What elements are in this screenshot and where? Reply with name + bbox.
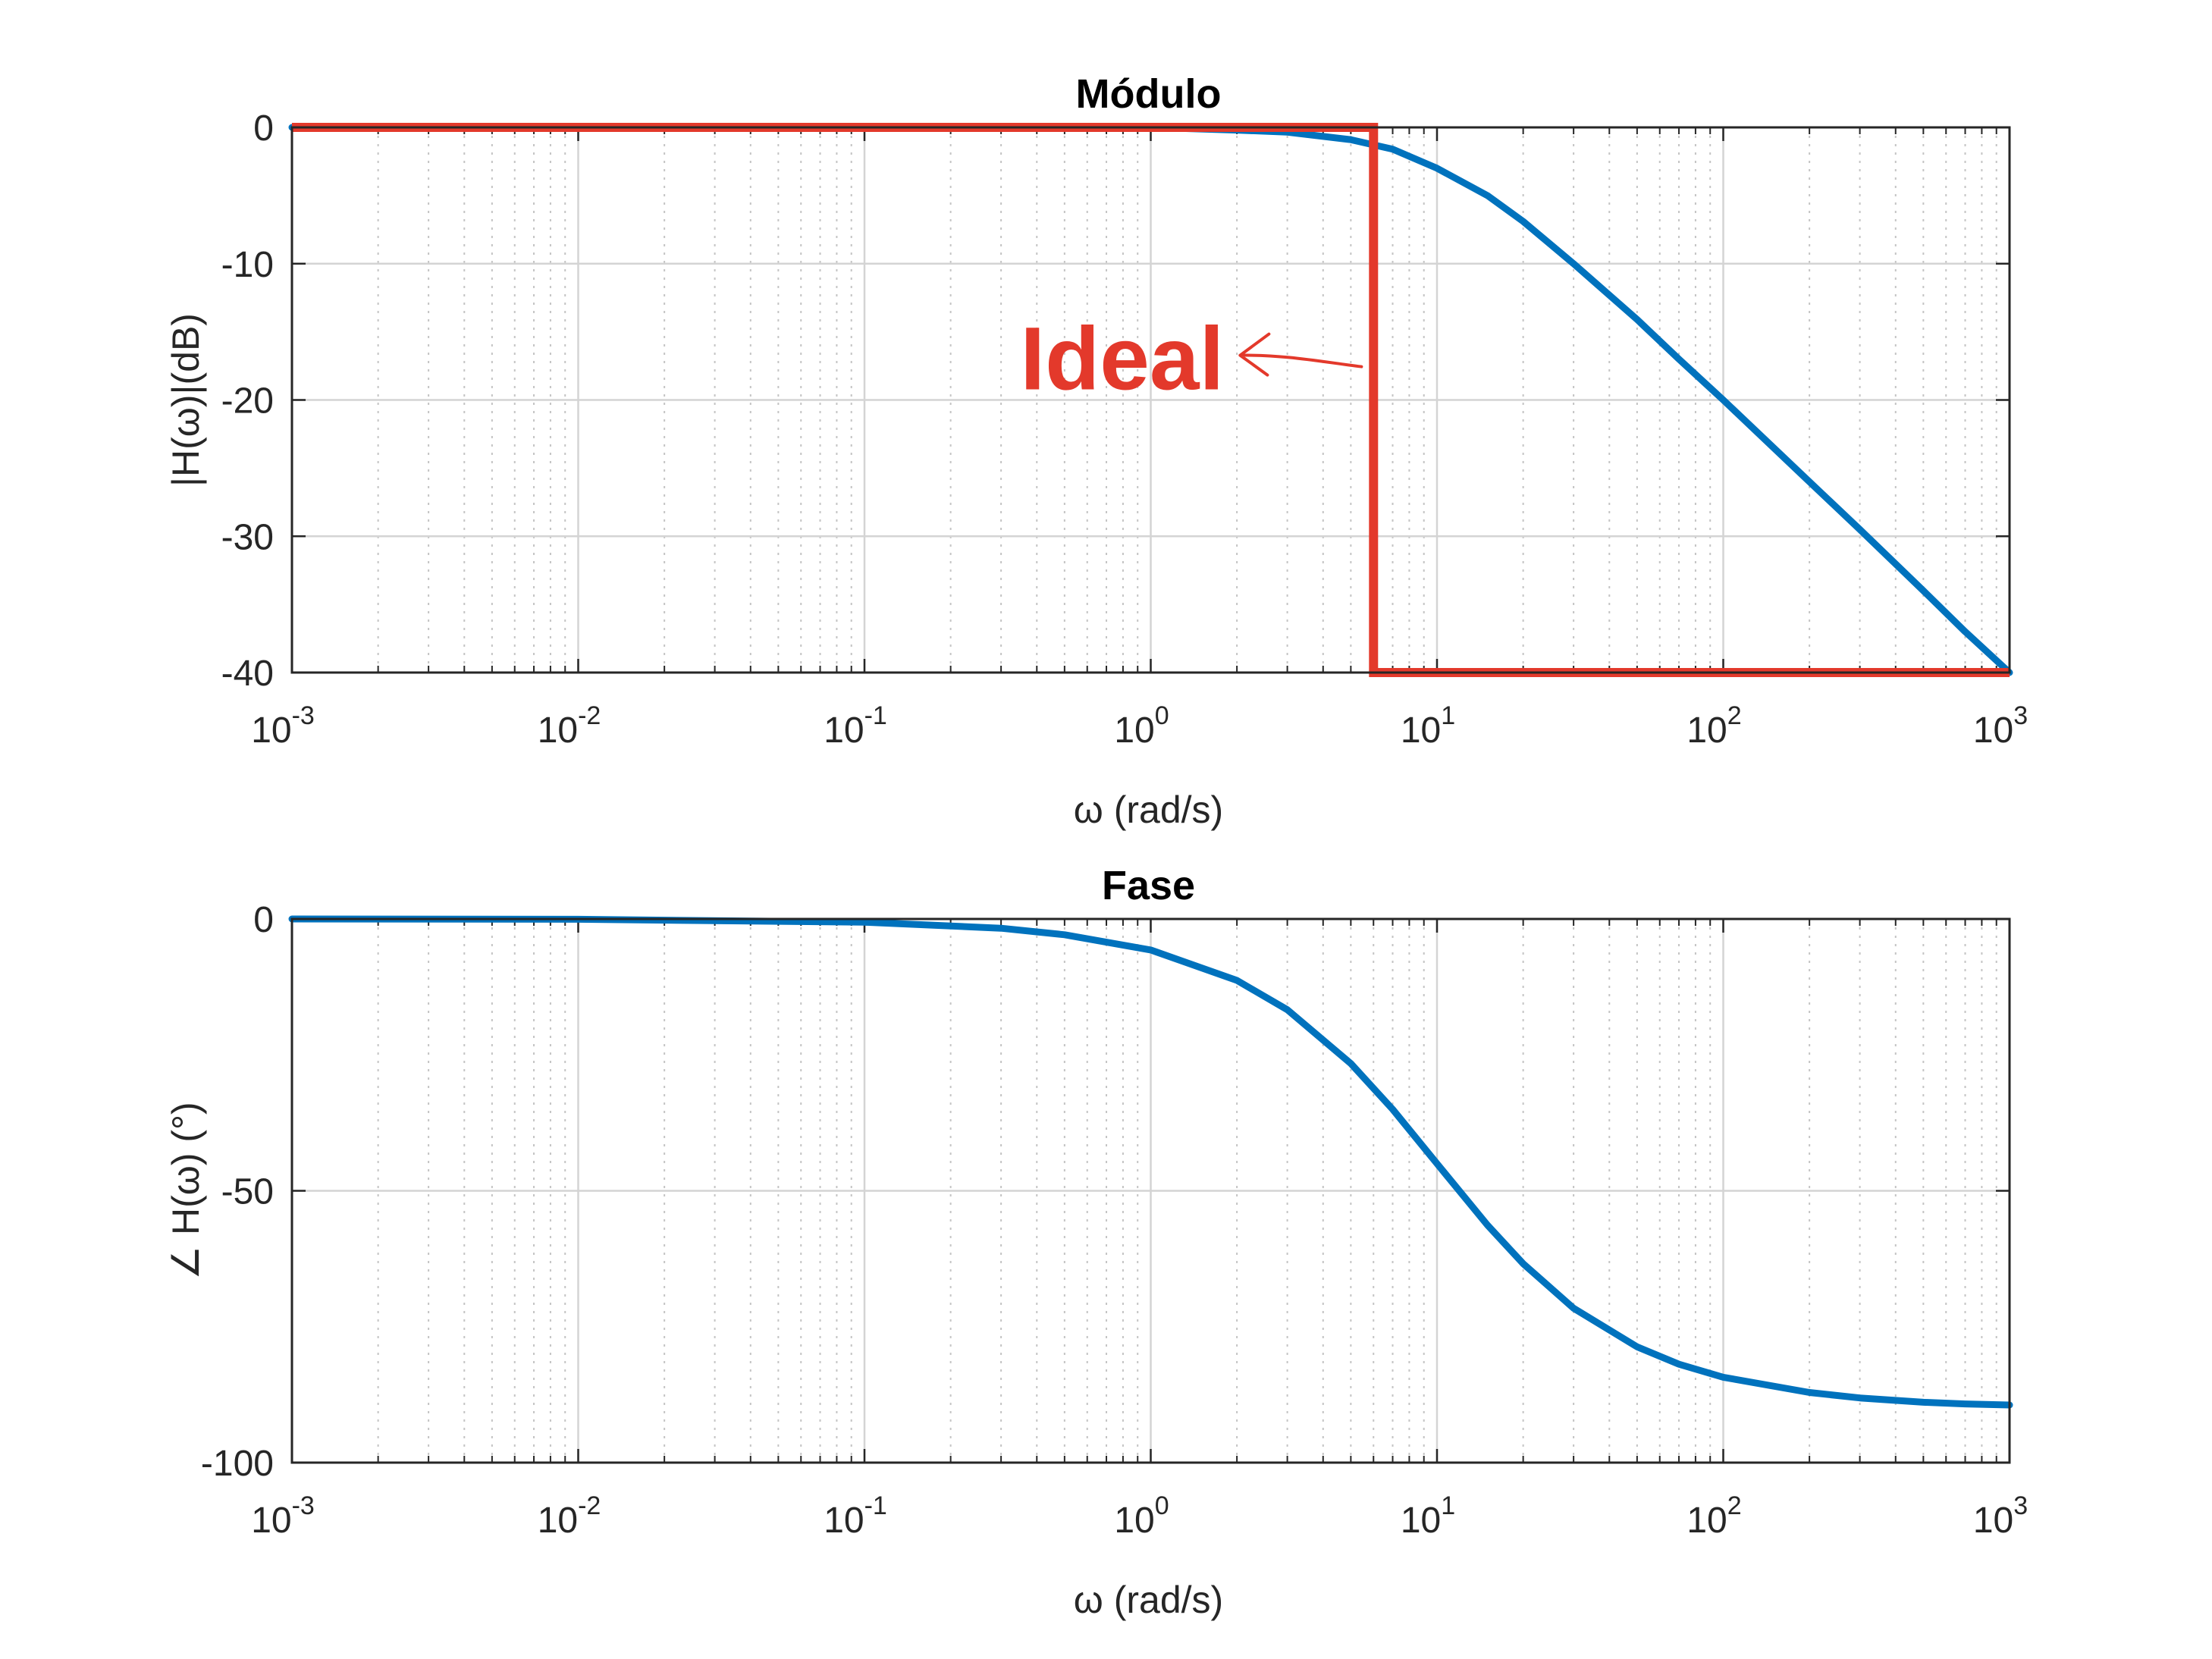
phase-title: Fase [1102,863,1195,908]
y-tick-label: -100 [201,1444,274,1484]
x-tick-label-exponent: -1 [864,1491,887,1520]
x-tick-label-base: 10 [251,710,291,751]
x-tick-label: 103 [1973,701,2028,751]
ideal-annotation-label: Ideal [1020,309,1224,409]
y-tick-label: -50 [221,1172,274,1212]
x-tick-label-exponent: -3 [292,701,315,730]
x-tick-label-exponent: -2 [578,701,601,730]
magnitude-x-axis-label: ω (rad/s) [1074,789,1223,831]
x-tick-label-exponent: 0 [1155,701,1169,730]
x-tick-label: 10-2 [538,1491,601,1541]
x-tick-label-exponent: 3 [2013,701,2028,730]
x-tick-label-exponent: 3 [2013,1491,2028,1520]
x-tick-label-base: 10 [1686,1501,1727,1541]
x-tick-label-exponent: 2 [1727,1491,1742,1520]
magnitude-y-axis-label: |H(ω)|(dB) [165,313,207,487]
x-tick-label-base: 10 [251,1501,291,1541]
x-tick-label-exponent: 1 [1441,701,1455,730]
x-tick-label: 10-1 [824,1491,887,1541]
x-tick-label-base: 10 [1401,1501,1441,1541]
y-tick-label: -30 [221,517,274,557]
axes-box [290,917,2011,1464]
x-tick-label: 10-3 [251,701,315,751]
x-tick-label: 10-2 [538,701,601,751]
y-tick-label: -10 [221,245,274,285]
x-tick-label-base: 10 [1973,1501,2013,1541]
ideal-annotation-arrow [1238,332,1363,377]
x-tick-label-base: 10 [1973,710,2013,751]
y-tick-label: -40 [221,654,274,694]
x-tick-label-exponent: -3 [292,1491,315,1520]
x-tick-label: 102 [1686,701,1741,751]
x-tick-label-base: 10 [1686,710,1727,751]
x-tick-label-base: 10 [824,1501,864,1541]
y-tick-label: -20 [221,381,274,422]
x-tick-label-base: 10 [538,710,578,751]
x-tick-label-base: 10 [824,710,864,751]
x-tick-label-base: 10 [1114,1501,1154,1541]
x-tick-label-exponent: 0 [1155,1491,1169,1520]
phase-x-axis-label: ω (rad/s) [1074,1579,1223,1621]
x-tick-label: 101 [1401,1491,1455,1541]
axes-box [290,126,2011,674]
magnitude-title: Módulo [1076,71,1222,117]
x-tick-label: 100 [1114,701,1169,751]
x-tick-label: 10-3 [251,1491,315,1541]
x-tick-label-exponent: -1 [864,701,887,730]
x-tick-label-base: 10 [1114,710,1154,751]
x-tick-label: 10-1 [824,701,887,751]
x-tick-label: 102 [1686,1491,1741,1541]
x-tick-label-exponent: -2 [578,1491,601,1520]
x-tick-label-exponent: 1 [1441,1491,1455,1520]
x-tick-label-base: 10 [538,1501,578,1541]
phase-curve [288,915,2013,1409]
x-tick-label-base: 10 [1401,710,1441,751]
y-tick-label: 0 [253,108,274,149]
x-tick-label-exponent: 2 [1727,701,1742,730]
x-tick-label: 100 [1114,1491,1169,1541]
phase-y-axis-label: ∠ H(ω) (°) [165,1102,207,1279]
x-tick-label: 103 [1973,1491,2028,1541]
x-tick-label: 101 [1401,701,1455,751]
y-tick-label: 0 [253,900,274,940]
